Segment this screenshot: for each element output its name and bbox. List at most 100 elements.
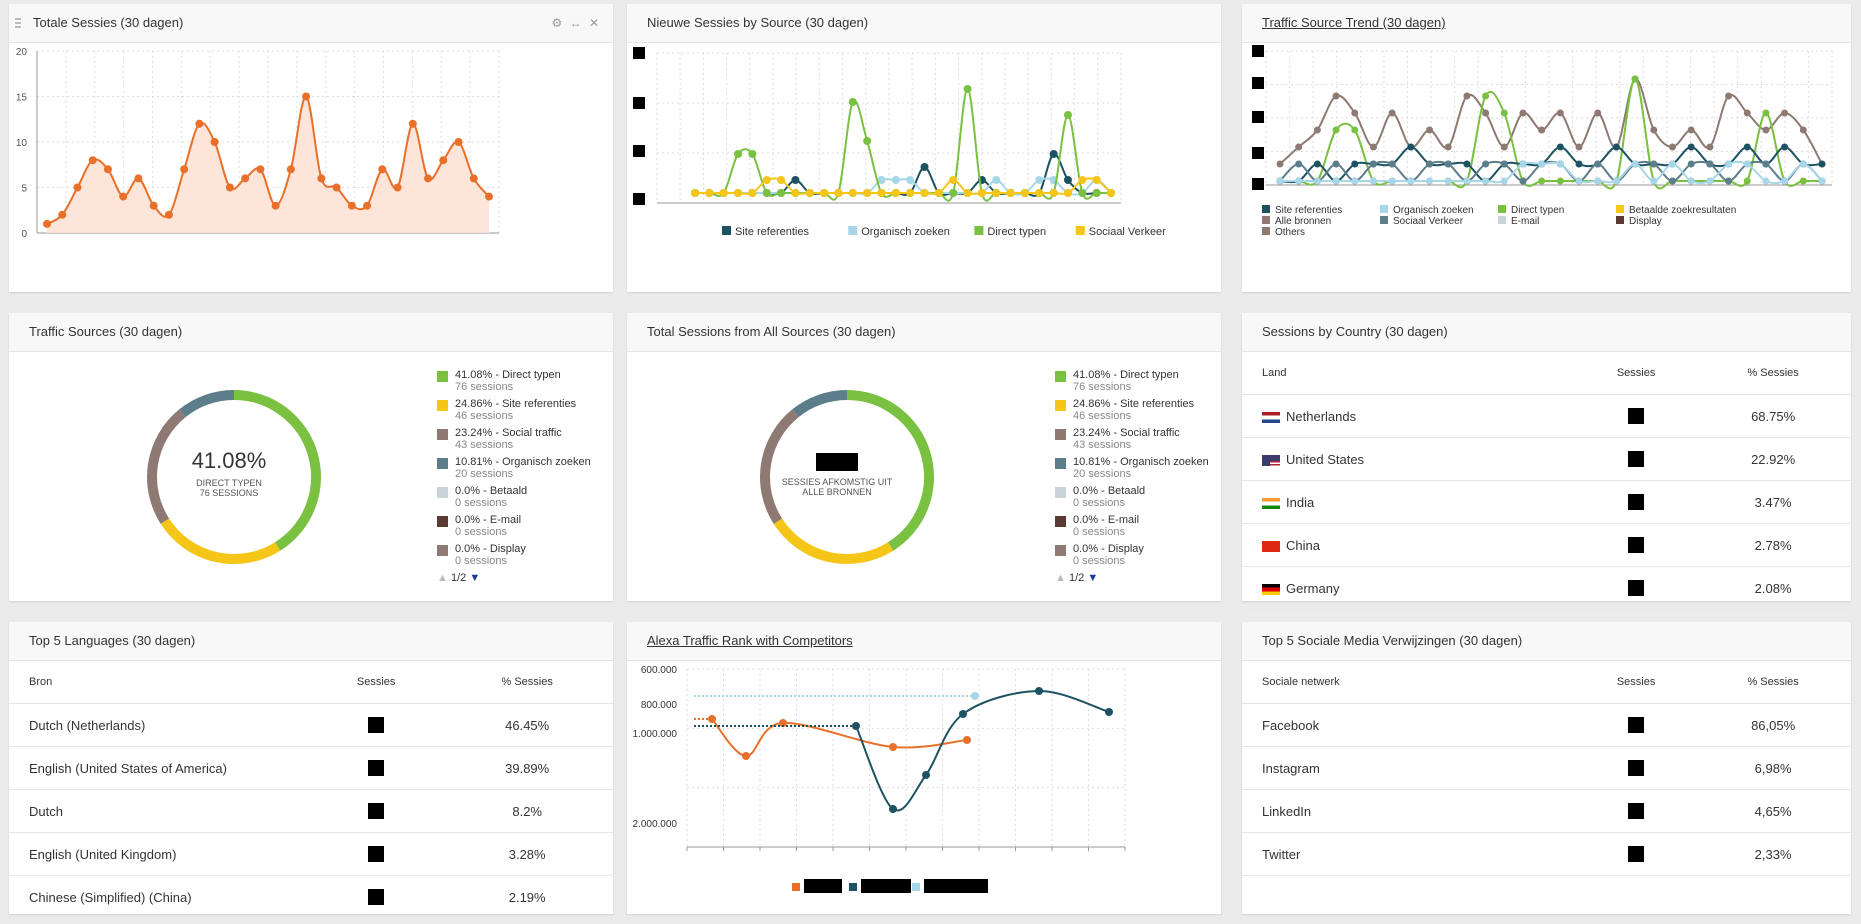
- table-row[interactable]: Netherlands 68.75%: [1242, 394, 1851, 438]
- legend-sublabel: 76 sessions: [1073, 381, 1132, 393]
- donut-slice[interactable]: [179, 390, 235, 418]
- legend-item[interactable]: 10.81% - Organisch zoeken 20 sessions: [437, 456, 607, 485]
- widget-header[interactable]: Traffic Sources (30 dagen): [9, 313, 613, 352]
- data-point: [1369, 143, 1377, 151]
- legend-label: Betaalde zoekresultaten: [1629, 205, 1736, 216]
- legend-item[interactable]: Alle bronnen: [1262, 216, 1331, 227]
- redacted-value: [368, 717, 385, 734]
- redacted-y-tick: [633, 97, 645, 109]
- widget-header[interactable]: Alexa Traffic Rank with Competitors: [627, 622, 1221, 661]
- legend-item[interactable]: Display: [1616, 216, 1662, 227]
- page-up-icon[interactable]: ▲: [1055, 572, 1066, 584]
- legend-item[interactable]: Direct typen: [974, 226, 1046, 238]
- legend-item[interactable]: 0.0% - E-mail 0 sessions: [1055, 514, 1220, 543]
- table-row[interactable]: Dutch (Netherlands) 46.45%: [9, 703, 613, 747]
- drag-handle-icon[interactable]: [15, 18, 21, 30]
- widget-header[interactable]: Sessions by Country (30 dagen): [1242, 313, 1851, 352]
- table-row[interactable]: China 2.78%: [1242, 523, 1851, 567]
- widget-title[interactable]: Traffic Source Trend (30 dagen): [1262, 15, 1446, 30]
- table-row[interactable]: Germany 2.08%: [1242, 566, 1851, 610]
- legend-item[interactable]: 0.0% - Display 0 sessions: [437, 543, 607, 572]
- resize-icon[interactable]: ↔: [569, 16, 582, 30]
- legend-item[interactable]: 24.86% - Site referenties 46 sessions: [437, 398, 607, 427]
- legend-item[interactable]: Site referenties: [1262, 205, 1342, 216]
- legend-item[interactable]: 0.0% - E-mail 0 sessions: [437, 514, 607, 543]
- widget-header[interactable]: Totale Sessies (30 dagen) ⚙ ↔ ✕: [9, 4, 613, 43]
- col-header-pct[interactable]: % Sessies: [1695, 661, 1851, 704]
- legend-item[interactable]: Sociaal Verkeer: [1380, 216, 1464, 227]
- gear-icon[interactable]: ⚙: [551, 16, 563, 30]
- widget-header[interactable]: Total Sessions from All Sources (30 dage…: [627, 313, 1221, 352]
- widget-header[interactable]: Top 5 Languages (30 dagen): [9, 622, 613, 661]
- data-point: [1650, 126, 1658, 134]
- legend-item[interactable]: 0.0% - Display 0 sessions: [1055, 543, 1220, 572]
- col-header-pct[interactable]: % Sessies: [1695, 352, 1851, 395]
- widget-header[interactable]: Top 5 Sociale Media Verwijzingen (30 dag…: [1242, 622, 1851, 661]
- col-header-sessies[interactable]: Sessies: [311, 661, 442, 704]
- legend-item[interactable]: [792, 879, 842, 893]
- table-row[interactable]: English (United Kingdom) 3.28%: [9, 832, 613, 876]
- legend-item[interactable]: 0.0% - Betaald 0 sessions: [437, 485, 607, 514]
- col-header-pct[interactable]: % Sessies: [441, 661, 613, 704]
- widget-title[interactable]: Alexa Traffic Rank with Competitors: [647, 633, 853, 648]
- table-row[interactable]: Chinese (Simplified) (China) 2.19%: [9, 875, 613, 919]
- donut-slice[interactable]: [760, 409, 799, 524]
- table-row[interactable]: Facebook 86,05%: [1242, 703, 1851, 747]
- table-row[interactable]: Twitter 2,33%: [1242, 832, 1851, 876]
- data-point: [1063, 189, 1072, 197]
- col-header-land[interactable]: Land: [1242, 352, 1577, 395]
- col-header-sessies[interactable]: Sessies: [1576, 352, 1696, 395]
- data-point: [408, 119, 417, 128]
- donut-slice[interactable]: [846, 390, 934, 551]
- pager-label: 1/2: [1068, 572, 1085, 584]
- legend-item[interactable]: Direct typen: [1498, 205, 1564, 216]
- widget-header[interactable]: Nieuwe Sessies by Source (30 dagen): [627, 4, 1221, 43]
- legend-label: 23.24% - Social traffic: [1073, 427, 1180, 439]
- legend-item[interactable]: 23.24% - Social traffic 43 sessions: [437, 427, 607, 456]
- legend-item[interactable]: 23.24% - Social traffic 43 sessions: [1055, 427, 1220, 456]
- widget-traffic-sources: Traffic Sources (30 dagen) 41.08% DIRECT…: [9, 313, 613, 601]
- legend-item[interactable]: 10.81% - Organisch zoeken 20 sessions: [1055, 456, 1220, 485]
- data-point: [1444, 177, 1452, 185]
- col-header-sessies[interactable]: Sessies: [1576, 661, 1696, 704]
- legend-item[interactable]: Sociaal Verkeer: [1075, 226, 1166, 238]
- redacted-center-value: [816, 453, 858, 471]
- legend-item[interactable]: Organisch zoeken: [848, 226, 950, 238]
- legend-item[interactable]: Organisch zoeken: [1380, 205, 1474, 216]
- legend-item[interactable]: [912, 879, 988, 893]
- table-row[interactable]: English (United States of America) 39.89%: [9, 746, 613, 790]
- legend-item[interactable]: 0.0% - Betaald 0 sessions: [1055, 485, 1220, 514]
- table-row[interactable]: LinkedIn 4,65%: [1242, 789, 1851, 833]
- legend-swatch: [437, 516, 448, 527]
- page-up-icon[interactable]: ▲: [437, 572, 448, 584]
- donut-slice[interactable]: [792, 390, 848, 418]
- page-down-icon[interactable]: ▼: [469, 572, 481, 584]
- page-down-icon[interactable]: ▼: [1087, 572, 1099, 584]
- widget-header[interactable]: Traffic Source Trend (30 dagen): [1242, 4, 1851, 43]
- table-row[interactable]: Dutch 8.2%: [9, 789, 613, 833]
- data-point: [963, 736, 971, 744]
- row-name: China: [1286, 537, 1320, 553]
- data-point: [1035, 687, 1043, 695]
- table-row[interactable]: India 3.47%: [1242, 480, 1851, 524]
- legend-item[interactable]: [849, 879, 911, 893]
- y-tick-label: 10: [16, 138, 28, 149]
- donut-slice[interactable]: [147, 409, 186, 524]
- legend-item[interactable]: Site referenties: [722, 226, 809, 238]
- data-point: [891, 176, 900, 184]
- legend-item[interactable]: E-mail: [1498, 216, 1539, 227]
- col-header-bron[interactable]: Bron: [9, 661, 311, 704]
- legend-item[interactable]: 41.08% - Direct typen 76 sessions: [1055, 369, 1220, 398]
- legend-item[interactable]: 24.86% - Site referenties 46 sessions: [1055, 398, 1220, 427]
- close-icon[interactable]: ✕: [588, 16, 599, 30]
- legend-item[interactable]: 41.08% - Direct typen 76 sessions: [437, 369, 607, 398]
- table-row[interactable]: United States 22.92%: [1242, 437, 1851, 481]
- donut-slice[interactable]: [160, 518, 281, 564]
- table-row[interactable]: Instagram 6,98%: [1242, 746, 1851, 790]
- legend-item[interactable]: Betaalde zoekresultaten: [1616, 205, 1736, 216]
- donut-slice[interactable]: [233, 390, 321, 551]
- col-header-network[interactable]: Sociale netwerk: [1242, 661, 1577, 704]
- data-point: [1538, 177, 1546, 185]
- donut-slice[interactable]: [773, 518, 894, 564]
- legend-item[interactable]: Others: [1262, 227, 1305, 238]
